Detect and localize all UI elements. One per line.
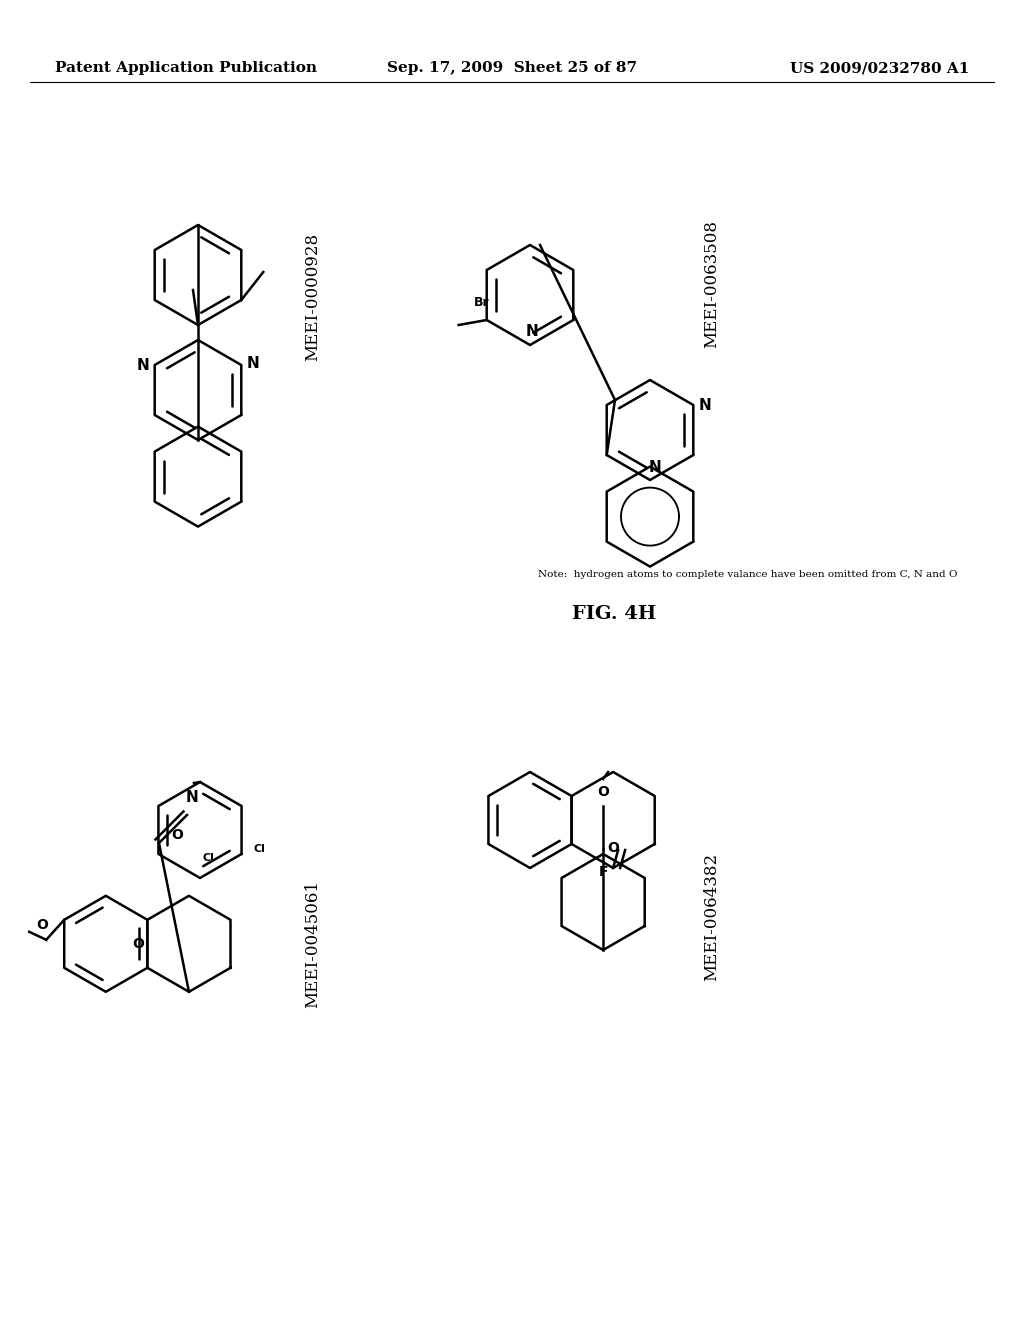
Text: O: O (597, 785, 609, 799)
Text: O: O (36, 917, 48, 932)
Text: O: O (607, 841, 620, 855)
Text: F: F (598, 865, 608, 879)
Text: Patent Application Publication: Patent Application Publication (55, 61, 317, 75)
Text: US 2009/0232780 A1: US 2009/0232780 A1 (790, 61, 969, 75)
Text: MEEI-0000928: MEEI-0000928 (304, 232, 321, 362)
Text: O: O (132, 937, 144, 950)
Text: O: O (171, 828, 183, 842)
Text: N: N (525, 325, 539, 339)
Text: MEEI-0064382: MEEI-0064382 (703, 853, 720, 982)
Text: N: N (699, 397, 712, 412)
Text: N: N (136, 358, 150, 372)
Text: Cl: Cl (202, 853, 214, 863)
Text: FIG. 4H: FIG. 4H (572, 605, 656, 623)
Text: N: N (185, 789, 199, 804)
Text: Br: Br (474, 296, 489, 309)
Text: N: N (648, 461, 662, 475)
Text: Sep. 17, 2009  Sheet 25 of 87: Sep. 17, 2009 Sheet 25 of 87 (387, 61, 637, 75)
Text: Note:  hydrogen atoms to complete valance have been omitted from C, N and O: Note: hydrogen atoms to complete valance… (538, 570, 957, 578)
Text: MEEI-0063508: MEEI-0063508 (703, 220, 720, 347)
Text: MEEI-0045061: MEEI-0045061 (304, 880, 321, 1007)
Text: Cl: Cl (254, 843, 265, 854)
Text: N: N (247, 355, 260, 371)
